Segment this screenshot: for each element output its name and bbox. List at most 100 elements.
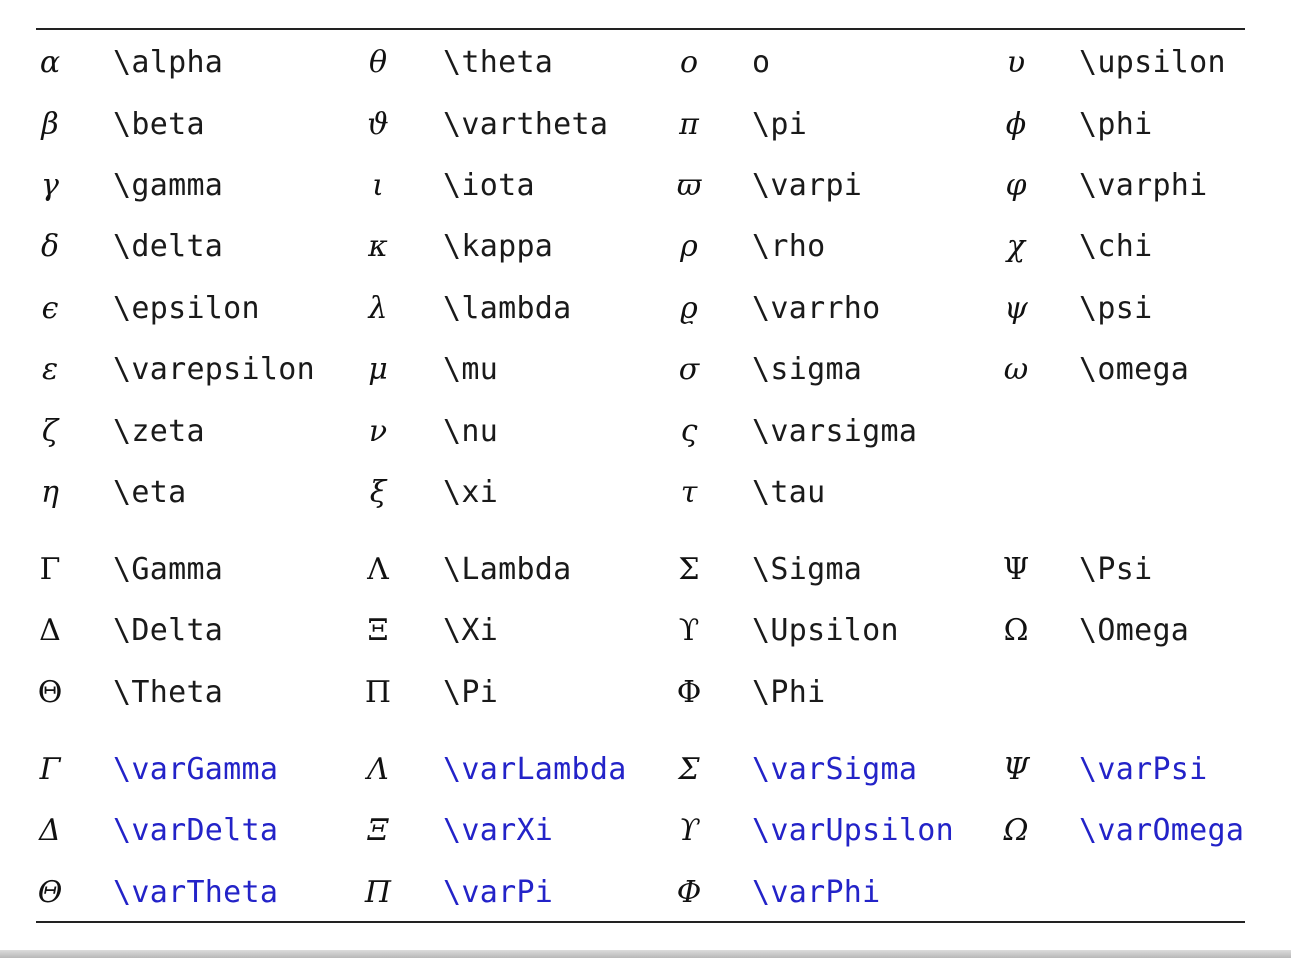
latex-command: \pi — [752, 107, 808, 142]
latex-command: \omega — [1079, 352, 1190, 387]
latex-command: \chi — [1079, 229, 1153, 264]
table-row: ζ \zeta ν \nu ς \varsigma — [0, 404, 1291, 460]
latex-command: \iota — [443, 168, 535, 203]
greek-symbol: φ — [1005, 168, 1027, 203]
page-bottom-edge — [0, 950, 1291, 958]
greek-symbol: ϵ — [41, 291, 59, 326]
table-row: Δ \Delta Ξ \Xi ϒ \Upsilon Ω \Omega — [0, 603, 1291, 659]
greek-symbol: θ — [368, 45, 388, 80]
greek-symbol: ε — [41, 352, 59, 387]
greek-symbol: ϕ — [1005, 107, 1027, 142]
greek-symbol: Φ — [676, 675, 702, 710]
greek-symbol: ρ — [680, 229, 698, 264]
latex-command: \epsilon — [113, 291, 260, 326]
latex-command: \varXi — [443, 813, 554, 848]
latex-command: \gamma — [113, 168, 224, 203]
latex-command: \varPi — [443, 875, 554, 910]
greek-symbol: ϑ — [367, 107, 389, 142]
latex-command: \Lambda — [443, 552, 572, 587]
greek-symbol: Θ — [37, 875, 63, 910]
table-row: Γ \Gamma Λ \Lambda Σ \Sigma Ψ \Psi — [0, 542, 1291, 598]
latex-command: \nu — [443, 414, 499, 449]
latex-command: \varphi — [1079, 168, 1208, 203]
table-row: γ \gamma ι \iota ϖ \varpi φ \varphi — [0, 158, 1291, 214]
table-bottom-rule — [36, 921, 1245, 923]
latex-command: \Theta — [113, 675, 224, 710]
greek-symbol: ϱ — [680, 291, 698, 326]
latex-command: \Xi — [443, 613, 499, 648]
greek-symbol: Ω — [1003, 613, 1029, 648]
latex-command: \varpi — [752, 168, 863, 203]
latex-command: \kappa — [443, 229, 554, 264]
greek-symbol: κ — [368, 229, 388, 264]
latex-command: \varTheta — [113, 875, 279, 910]
latex-command: \varPsi — [1079, 752, 1208, 787]
greek-symbol: ξ — [369, 475, 387, 510]
latex-command: \varPhi — [752, 875, 881, 910]
latex-command: \varDelta — [113, 813, 279, 848]
latex-command: \Upsilon — [752, 613, 899, 648]
latex-command: \rho — [752, 229, 826, 264]
latex-command: \psi — [1079, 291, 1153, 326]
latex-command: \xi — [443, 475, 499, 510]
greek-symbol: Σ — [678, 752, 700, 787]
greek-symbol: Λ — [367, 552, 389, 587]
latex-command: \phi — [1079, 107, 1153, 142]
latex-command: \varrho — [752, 291, 881, 326]
latex-command: \eta — [113, 475, 187, 510]
greek-symbol: ϒ — [678, 813, 700, 848]
greek-symbol: Σ — [678, 552, 700, 587]
greek-symbol: η — [41, 475, 59, 510]
table-row: Γ \varGamma Λ \varLambda Σ \varSigma Ψ \varPsi — [0, 742, 1291, 798]
greek-symbol: π — [679, 107, 699, 142]
table-row: β \beta ϑ \vartheta π \pi ϕ \phi — [0, 97, 1291, 153]
table-top-rule — [36, 28, 1245, 30]
latex-command: \Psi — [1079, 552, 1153, 587]
greek-symbol: Π — [364, 675, 392, 710]
greek-symbol: Ψ — [1002, 552, 1030, 587]
greek-symbol: Ξ — [367, 813, 389, 848]
greek-symbol: λ — [368, 291, 388, 326]
latex-command: \vartheta — [443, 107, 609, 142]
greek-symbol: ι — [372, 168, 384, 203]
latex-command: \varUpsilon — [752, 813, 954, 848]
greek-symbol: μ — [368, 352, 388, 387]
greek-symbol: Φ — [676, 875, 702, 910]
latex-command: \Delta — [113, 613, 224, 648]
latex-command: o — [752, 45, 771, 80]
latex-command: \varepsilon — [113, 352, 315, 387]
latex-command: \Gamma — [113, 552, 224, 587]
greek-symbol: Ψ — [1002, 752, 1030, 787]
greek-symbol: ζ — [41, 414, 59, 449]
latex-command: \varGamma — [113, 752, 279, 787]
table-row: δ \delta κ \kappa ρ \rho χ \chi — [0, 219, 1291, 275]
latex-command: \tau — [752, 475, 826, 510]
table-row: η \eta ξ \xi τ \tau — [0, 465, 1291, 521]
latex-command: \lambda — [443, 291, 572, 326]
latex-command: \beta — [113, 107, 205, 142]
greek-symbol: o — [679, 45, 699, 80]
latex-command: \mu — [443, 352, 499, 387]
greek-symbol: Θ — [37, 675, 63, 710]
table-row: Θ \Theta Π \Pi Φ \Phi — [0, 665, 1291, 721]
greek-symbol: γ — [41, 168, 59, 203]
greek-symbol: σ — [678, 352, 700, 387]
table-row: Θ \varTheta Π \varPi Φ \varPhi — [0, 865, 1291, 921]
greek-symbol: υ — [1006, 45, 1026, 80]
greek-symbol: Ξ — [367, 613, 389, 648]
latex-command: \varOmega — [1079, 813, 1245, 848]
greek-symbol: ϖ — [676, 168, 702, 203]
greek-symbol: Π — [364, 875, 392, 910]
latex-command: \varSigma — [752, 752, 918, 787]
greek-symbol: Λ — [367, 752, 389, 787]
greek-symbol: ς — [680, 414, 698, 449]
greek-symbol: Δ — [39, 813, 61, 848]
table-row: α \alpha θ \theta o o υ \upsilon — [0, 35, 1291, 91]
latex-command: \sigma — [752, 352, 863, 387]
latex-command: \upsilon — [1079, 45, 1226, 80]
greek-symbol: ψ — [1004, 291, 1028, 326]
latex-command: \Phi — [752, 675, 826, 710]
table-row: Δ \varDelta Ξ \varXi ϒ \varUpsilon Ω \varOmega — [0, 803, 1291, 859]
latex-command: \Omega — [1079, 613, 1190, 648]
